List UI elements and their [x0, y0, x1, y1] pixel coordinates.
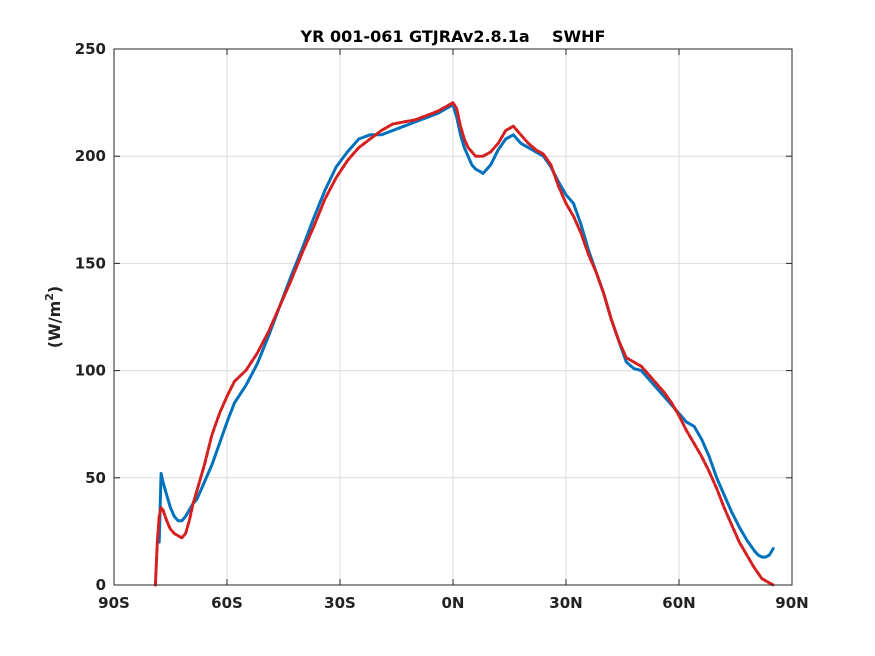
y-axis-label-end: ) — [45, 286, 64, 293]
y-axis-label-main: (W/m — [45, 301, 64, 348]
x-tick-label: 30S — [324, 594, 356, 612]
x-tick-label: 90N — [775, 594, 808, 612]
y-tick-label: 200 — [75, 147, 106, 165]
series-layer — [153, 101, 775, 587]
y-tick-label: 250 — [75, 40, 106, 58]
y-tick-label: 150 — [75, 254, 106, 272]
x-tick-label: 90S — [98, 594, 130, 612]
grid — [113, 48, 793, 586]
series-line-1 — [157, 103, 775, 559]
y-tick-label: 100 — [75, 362, 106, 380]
x-tick-label: 30N — [549, 594, 582, 612]
x-tick-label: 60S — [211, 594, 243, 612]
chart-title: YR 001-061 GTJRAv2.8.1a SWHF — [300, 27, 606, 46]
axis-ticks: 90S 60S 30S 0N 30N 60N 90N 0 50 100 150 200 250 — [75, 40, 809, 612]
y-axis-label-sup: 2 — [43, 293, 56, 301]
y-tick-label: 0 — [96, 576, 106, 594]
x-tick-label: 0N — [442, 594, 465, 612]
y-axis-label: (W/m2) — [43, 286, 64, 348]
y-tick-label: 50 — [85, 469, 106, 487]
series-line-2 — [153, 101, 775, 587]
x-tick-label: 60N — [662, 594, 695, 612]
